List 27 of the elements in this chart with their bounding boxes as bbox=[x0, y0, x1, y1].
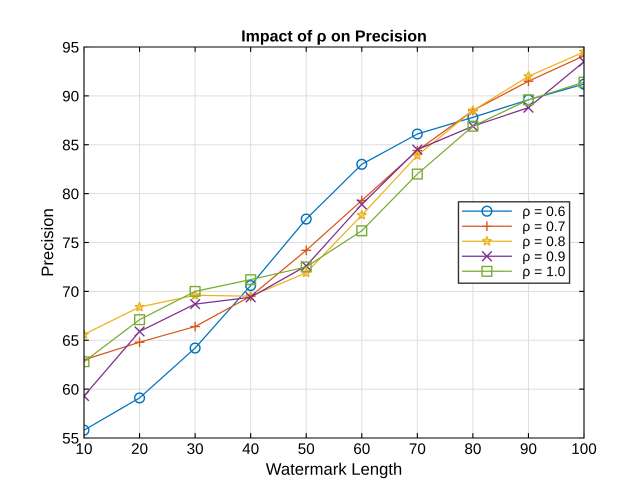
legend-label: ρ = 0.9 bbox=[523, 251, 565, 264]
legend-label: ρ = 0.8 bbox=[523, 236, 565, 249]
legend-label: ρ = 1.0 bbox=[523, 266, 565, 280]
y-tick-label: 60 bbox=[62, 384, 79, 395]
y-tick-label: 75 bbox=[62, 238, 78, 248]
y-axis-title: Precision bbox=[41, 209, 54, 276]
y-tick-label: 95 bbox=[62, 42, 78, 53]
y-tick-label: 55 bbox=[62, 433, 78, 444]
y-tick-label: 65 bbox=[62, 335, 78, 346]
x-axis-title: Watermark Length bbox=[266, 462, 402, 478]
x-tick-label: 100 bbox=[572, 443, 596, 454]
x-tick-label: 10 bbox=[76, 443, 92, 454]
y-tick-label: 85 bbox=[62, 140, 78, 150]
x-tick-label: 90 bbox=[520, 443, 536, 454]
legend-label: ρ = 0.7 bbox=[523, 221, 565, 234]
x-tick-label: 50 bbox=[298, 443, 314, 454]
chart-title: Impact of ρ on Precision bbox=[242, 30, 426, 45]
y-tick-label: 70 bbox=[62, 286, 79, 298]
legend-label: ρ = 0.6 bbox=[523, 206, 565, 219]
x-tick-label: 60 bbox=[354, 443, 370, 454]
y-tick-label: 90 bbox=[62, 90, 79, 102]
x-tick-label: 20 bbox=[132, 443, 148, 454]
x-tick-label: 70 bbox=[410, 443, 426, 454]
x-tick-label: 30 bbox=[187, 443, 204, 454]
y-tick-label: 80 bbox=[62, 188, 79, 200]
x-tick-label: 40 bbox=[242, 443, 259, 454]
x-tick-label: 80 bbox=[465, 443, 481, 454]
